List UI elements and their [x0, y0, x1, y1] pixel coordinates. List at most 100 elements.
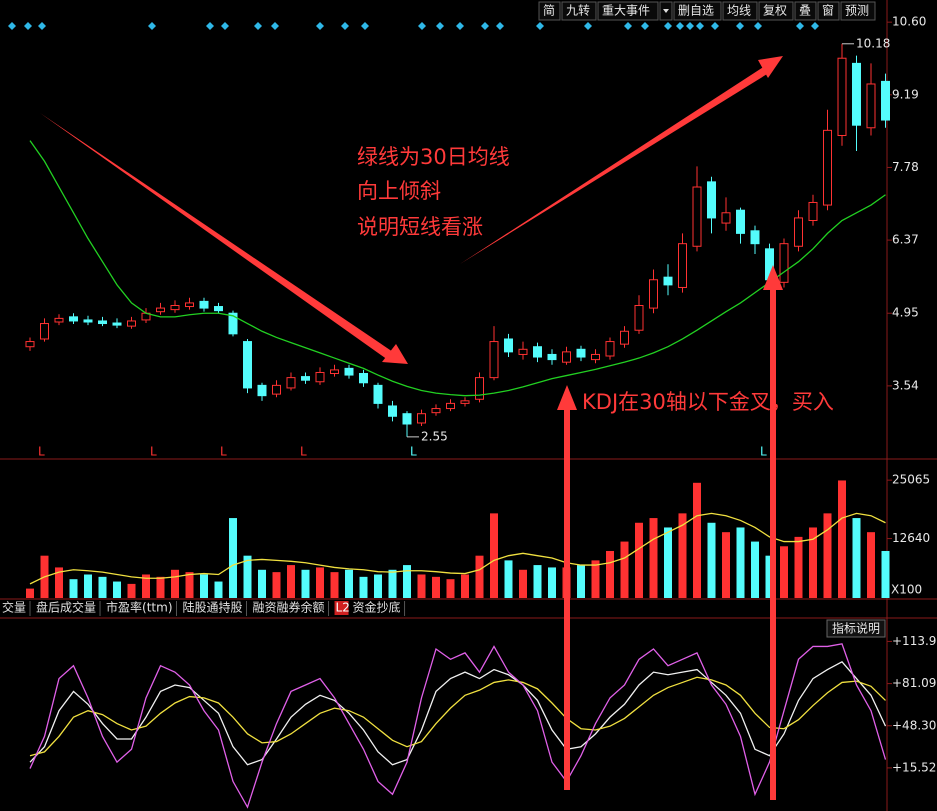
event-marker[interactable]: [206, 22, 214, 30]
candle-body: [881, 80, 890, 121]
toolbar-button-text[interactable]: 均线: [727, 4, 751, 18]
event-marker[interactable]: [664, 22, 672, 30]
event-marker[interactable]: [271, 22, 279, 30]
toolbar-button-text[interactable]: 窗: [822, 4, 834, 18]
volume-bar: [446, 579, 455, 598]
help-button[interactable]: [826, 619, 886, 638]
event-marker[interactable]: [481, 22, 489, 30]
tab[interactable]: 交量: [2, 600, 26, 615]
kdj-line: [29, 643, 887, 809]
event-marker[interactable]: [24, 22, 32, 30]
candle-body: [301, 376, 310, 381]
candle-body: [823, 129, 832, 206]
tab[interactable]: 市盈率(ttm): [106, 600, 172, 615]
volume-bar: [258, 569, 266, 598]
candle-body: [112, 322, 122, 326]
volume-bar: [794, 536, 803, 598]
volume-bar: [388, 569, 397, 598]
y-tick-label: 7.78: [892, 160, 919, 174]
toolbar-button[interactable]: [538, 1, 561, 21]
volume-bar: [533, 565, 542, 598]
event-marker[interactable]: [754, 22, 762, 30]
toolbar-button-text[interactable]: 简: [543, 4, 555, 18]
candle-body: [678, 243, 687, 288]
candle-body: [605, 341, 615, 357]
tab[interactable]: 陆股通持股: [183, 600, 243, 615]
volume-bar: [55, 567, 63, 598]
volume-bar: [229, 518, 237, 598]
toolbar-button-text[interactable]: 复权: [763, 4, 787, 18]
toolbar-button[interactable]: [597, 1, 659, 21]
volume-bar: [84, 574, 92, 598]
volume-bar: [693, 482, 701, 598]
event-marker[interactable]: [736, 22, 744, 30]
annotation: 向上倾斜: [357, 179, 441, 203]
kdj-line: [29, 676, 886, 757]
toolbar-button[interactable]: [722, 1, 758, 21]
volume-bar: [200, 574, 208, 598]
candle-body: [431, 408, 441, 414]
event-marker[interactable]: [418, 22, 426, 30]
signal: L: [150, 445, 157, 459]
toolbar-button-text[interactable]: 预测: [845, 4, 869, 18]
y-tick-label: +48.30: [892, 718, 936, 732]
toolbar-button[interactable]: [817, 1, 840, 21]
volume-bar: [620, 541, 629, 598]
event-marker[interactable]: [361, 22, 369, 30]
candle-body: [649, 279, 658, 309]
help-button-text[interactable]: 指标说明: [832, 621, 880, 636]
event-marker[interactable]: [624, 22, 632, 30]
event-marker[interactable]: [496, 22, 504, 30]
y-tick-label: 25065: [892, 473, 930, 487]
volume-bar: [722, 532, 730, 598]
event-marker[interactable]: [696, 22, 704, 30]
toolbar-button-text[interactable]: 删自选: [678, 4, 714, 18]
event-marker[interactable]: [584, 22, 592, 30]
event-marker[interactable]: [221, 22, 229, 30]
toolbar-button-text[interactable]: 叠: [799, 4, 811, 18]
event-marker[interactable]: [316, 22, 324, 30]
tab[interactable]: 融资融券余额: [253, 600, 325, 615]
tab[interactable]: 盘后成交量: [36, 600, 96, 615]
candle-body: [576, 348, 586, 358]
toolbar-button[interactable]: [673, 1, 722, 21]
toolbar-button-text[interactable]: 九转: [566, 3, 590, 18]
event-marker[interactable]: [8, 22, 16, 30]
event-marker[interactable]: [536, 22, 544, 30]
volume-bar: [359, 576, 368, 598]
candle-body: [518, 348, 528, 355]
candle-body: [837, 57, 847, 136]
tab-badge: [334, 601, 349, 615]
event-marker[interactable]: [436, 22, 444, 30]
event-marker[interactable]: [341, 22, 349, 30]
event-marker[interactable]: [796, 22, 804, 30]
toolbar-button[interactable]: [758, 1, 794, 21]
volume-bar: [417, 574, 426, 598]
y-tick-label: 9.19: [892, 87, 919, 101]
event-marker[interactable]: [38, 22, 46, 30]
volume-bar: [127, 583, 136, 598]
event-marker[interactable]: [686, 22, 694, 30]
event-marker[interactable]: [641, 22, 649, 30]
candle-body: [54, 317, 64, 323]
volume-bar: [316, 567, 324, 598]
toolbar-button[interactable]: [840, 1, 876, 21]
toolbar-button-text[interactable]: 重大事件: [602, 4, 650, 18]
tab[interactable]: 资金抄底: [353, 600, 401, 615]
kdj-line: [29, 661, 887, 766]
volume-bar: [69, 579, 78, 598]
event-marker[interactable]: [811, 22, 819, 30]
candle-body: [663, 276, 673, 286]
volume-bar: [664, 527, 672, 598]
event-marker[interactable]: [254, 22, 262, 30]
volume-bar: [403, 565, 411, 598]
toolbar-button[interactable]: [794, 1, 817, 21]
event-marker[interactable]: [676, 22, 684, 30]
event-marker[interactable]: [148, 22, 156, 30]
candle-body: [547, 353, 557, 361]
toolbar-button[interactable]: [561, 1, 597, 21]
event-marker[interactable]: [711, 22, 719, 30]
event-marker[interactable]: [456, 22, 464, 30]
candle-body: [25, 341, 35, 348]
